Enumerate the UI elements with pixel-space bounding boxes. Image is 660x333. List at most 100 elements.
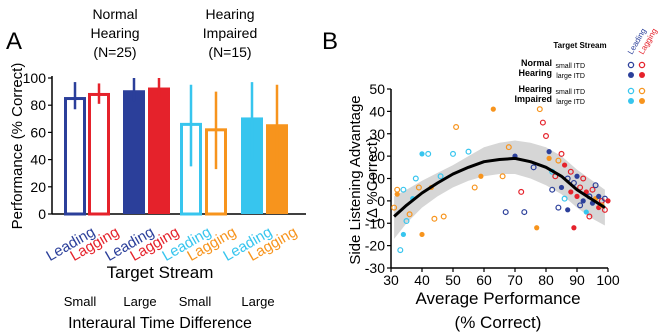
panel-a-group-titles: Normal Hearing (N=25) Hearing Impaired (N=15) xyxy=(90,6,257,60)
data-point xyxy=(394,191,400,197)
bar-hearing-impaired-large-lagging xyxy=(266,84,288,214)
bar-normal-hearing-small-leading xyxy=(64,82,86,216)
data-point xyxy=(471,184,478,191)
panel-b-xtick-label: 60 xyxy=(476,272,492,288)
panel-a-ytick-label: 100 xyxy=(23,70,47,86)
panel-a-itd-label: Small xyxy=(64,294,97,309)
panel-a-xlabel: Target Stream xyxy=(107,263,214,282)
data-point xyxy=(534,225,540,231)
data-point xyxy=(546,149,552,155)
legend-marker xyxy=(628,98,634,104)
panel-a-ytick-label: 80 xyxy=(30,97,46,113)
panel-b-ytick-label: -30 xyxy=(365,260,385,276)
bar-hearing-impaired-small-lagging xyxy=(205,91,227,216)
panel-a-bars xyxy=(64,78,288,216)
data-point xyxy=(518,188,525,195)
data-point xyxy=(406,211,413,218)
panel-a-ytick-label: 60 xyxy=(30,124,46,140)
data-point xyxy=(431,215,438,222)
data-point xyxy=(558,150,565,157)
data-point xyxy=(536,106,543,113)
panel-a-itd-label: Large xyxy=(241,294,274,309)
panel-a-stream-labels: LeadingLaggingLeadingLaggingLeadingLaggi… xyxy=(43,223,300,264)
data-point xyxy=(440,213,447,220)
data-point xyxy=(521,209,528,216)
confidence-band xyxy=(394,140,605,239)
panel-a-group-title-line: Impaired xyxy=(203,25,257,41)
data-point xyxy=(596,193,602,199)
panel-a-label: A xyxy=(6,28,22,55)
data-point xyxy=(567,168,574,175)
panel-a-itd-label: Large xyxy=(123,294,156,309)
legend-marker xyxy=(628,72,634,78)
panel-b-xtick-label: 70 xyxy=(507,272,523,288)
data-point xyxy=(397,247,404,254)
bar-outline xyxy=(64,97,86,216)
panel-a-ytick-label: 0 xyxy=(38,206,46,222)
data-point xyxy=(574,173,580,179)
legend-marker xyxy=(639,98,645,104)
data-point xyxy=(542,132,549,139)
panel-b-ytick-label: 40 xyxy=(369,103,385,119)
panel-b-xtick-label: 80 xyxy=(538,272,554,288)
legend-marker xyxy=(638,87,646,95)
panel-a-itd-labels: Small Large Small Large xyxy=(64,294,275,309)
data-point xyxy=(478,173,484,179)
data-point xyxy=(400,231,406,238)
data-point xyxy=(415,184,422,191)
data-point xyxy=(465,148,472,155)
data-point xyxy=(571,225,577,231)
legend-group-name: Normal xyxy=(521,58,552,68)
data-point xyxy=(577,184,584,191)
data-point xyxy=(568,189,574,195)
legend-itd-label: small ITD xyxy=(555,63,585,70)
panel-b-legend: Target Stream LeadingLaggingNormalHearing… xyxy=(514,27,658,106)
panel-b-ytick-label: -20 xyxy=(365,238,385,254)
data-point xyxy=(580,198,586,204)
data-point xyxy=(419,151,425,157)
legend-marker xyxy=(639,72,645,78)
data-point xyxy=(499,173,506,180)
data-point xyxy=(583,209,589,215)
data-point xyxy=(577,202,584,209)
panel-b-ytick-label: 50 xyxy=(369,81,385,97)
data-point xyxy=(412,175,419,182)
panel-a-group-title-line: Normal xyxy=(92,6,137,22)
bar-outline xyxy=(88,92,110,216)
panel-b-ytick-label: 20 xyxy=(369,148,385,164)
legend-group-name: Impaired xyxy=(514,94,552,104)
legend-marker xyxy=(638,61,646,69)
legend-title: Target Stream xyxy=(553,41,606,50)
data-point xyxy=(419,231,425,238)
data-point xyxy=(574,193,580,199)
panel-b-plot: -30 -20 -10 0 10 20 30 40 50 30 40 50 60 70 80 90 100 xyxy=(365,81,620,288)
data-point xyxy=(391,204,398,211)
data-point xyxy=(555,204,562,211)
panel-b-ytick-label: 30 xyxy=(369,126,385,142)
legend-group-name: Hearing xyxy=(518,68,552,78)
panel-a-ytick-label: 40 xyxy=(30,152,46,168)
data-point xyxy=(505,144,512,151)
data-point xyxy=(592,182,599,189)
bar-normal-hearing-small-lagging xyxy=(88,83,110,216)
data-point xyxy=(490,106,496,112)
panel-a-group-title-line: (N=25) xyxy=(93,44,136,60)
data-point xyxy=(589,186,596,193)
data-point xyxy=(437,173,444,180)
panel-a-group-title-line: (N=15) xyxy=(208,44,251,60)
bar-fill xyxy=(241,117,263,214)
data-point xyxy=(558,184,565,191)
legend-group-name: Hearing xyxy=(518,84,552,94)
data-point xyxy=(561,195,568,202)
panel-b-xtick-label: 100 xyxy=(596,272,620,288)
data-point xyxy=(425,150,432,157)
data-point xyxy=(403,218,410,225)
data-point xyxy=(400,186,407,193)
panel-b-ylabel-line1: Side Listening Advantage xyxy=(347,95,364,264)
data-point xyxy=(565,207,571,213)
data-point xyxy=(549,186,556,193)
bar-fill xyxy=(148,87,170,214)
legend-itd-label: large ITD xyxy=(556,99,585,106)
panel-b-ylabel-line2: (Δ %Correct) xyxy=(364,137,381,223)
